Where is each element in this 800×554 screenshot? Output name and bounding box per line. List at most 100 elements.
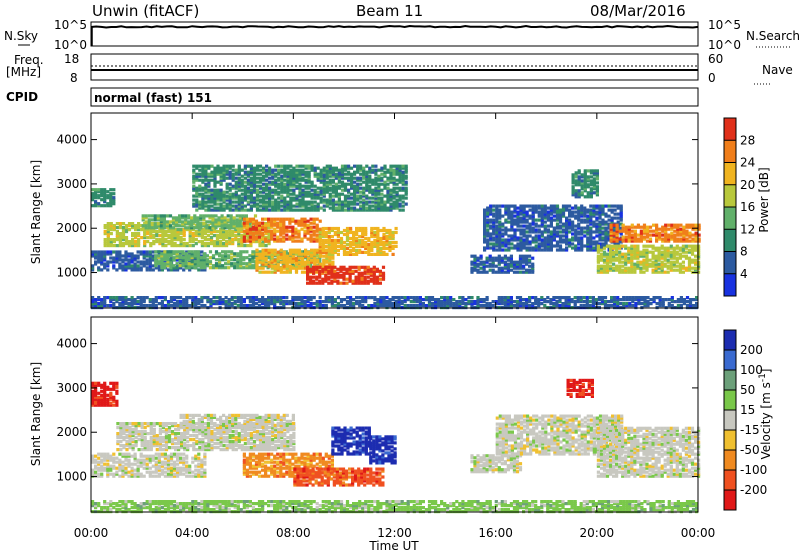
echo-cell xyxy=(301,192,305,196)
echo-cell xyxy=(201,164,205,168)
echo-cell xyxy=(265,208,269,212)
echo-cell xyxy=(358,238,362,243)
echo-cell xyxy=(398,178,402,182)
echo-cell xyxy=(141,218,145,222)
echo-cell xyxy=(245,266,249,270)
echo-cell xyxy=(273,252,277,256)
echo-cell xyxy=(363,265,367,269)
echo-cell xyxy=(364,242,368,247)
echo-cell xyxy=(372,277,376,281)
echo-cell xyxy=(394,244,398,248)
echo-cell xyxy=(254,219,259,223)
echo-cell xyxy=(525,260,529,264)
echo-cell xyxy=(309,235,313,239)
echo-cell xyxy=(322,190,326,194)
echo-cell xyxy=(353,170,357,174)
echo-cell xyxy=(232,226,236,230)
echo-cell xyxy=(568,242,572,246)
echo-cell xyxy=(127,302,131,306)
echo-cell xyxy=(518,256,523,260)
echo-cell xyxy=(534,298,538,302)
echo-cell xyxy=(307,180,311,184)
echo-cell xyxy=(483,212,487,216)
echo-cell xyxy=(106,196,110,200)
echo-cell xyxy=(685,296,690,300)
echo-cell xyxy=(277,172,281,176)
echo-cell xyxy=(383,202,387,206)
echo-cell xyxy=(319,192,323,196)
echo-cell xyxy=(543,208,547,212)
echo-cell xyxy=(219,230,223,234)
echo-cell xyxy=(251,225,256,229)
echo-cell xyxy=(318,302,322,306)
echo-cell xyxy=(169,300,174,304)
echo-cell xyxy=(312,217,316,221)
echo-cell xyxy=(322,192,326,196)
echo-cell xyxy=(555,206,560,210)
echo-cell xyxy=(324,234,328,239)
echo-cell xyxy=(652,298,656,302)
echo-cell xyxy=(163,266,167,270)
echo-cell xyxy=(228,170,232,174)
echo-cell xyxy=(134,232,138,236)
echo-cell xyxy=(319,170,323,174)
echo-cell xyxy=(211,224,215,228)
echo-cell xyxy=(109,250,113,254)
echo-cell xyxy=(336,281,340,285)
echo-cell xyxy=(127,266,131,270)
echo-cell xyxy=(268,176,272,180)
echo-cell xyxy=(270,223,274,227)
echo-cell xyxy=(304,164,308,168)
echo-cell xyxy=(616,304,620,308)
echo-cell xyxy=(455,302,459,306)
echo-cell xyxy=(160,252,164,256)
echo-cell xyxy=(574,234,578,238)
echo-cell xyxy=(112,260,116,264)
echo-cell xyxy=(337,184,341,188)
echo-cell xyxy=(188,232,192,236)
echo-cell xyxy=(567,300,571,304)
echo-cell xyxy=(367,246,371,250)
echo-cell xyxy=(339,275,343,279)
echo-cell xyxy=(519,208,523,212)
echo-cell xyxy=(330,265,334,269)
echo-cell xyxy=(268,194,272,198)
echo-cell xyxy=(91,194,95,198)
echo-cell xyxy=(333,298,337,302)
echo-cell xyxy=(199,226,203,230)
echo-cell xyxy=(401,208,405,212)
echo-cell xyxy=(392,172,396,176)
echo-cell xyxy=(489,238,493,242)
echo-cell xyxy=(489,206,493,210)
echo-cell xyxy=(306,275,310,279)
echo-cell xyxy=(220,224,224,228)
echo-cell xyxy=(310,204,314,208)
echo-cell xyxy=(309,269,313,273)
echo-cell xyxy=(100,188,104,192)
echo-cell xyxy=(309,239,313,243)
echo-cell xyxy=(255,168,260,172)
echo-cell xyxy=(273,264,277,268)
echo-cell xyxy=(187,264,191,268)
echo-cell xyxy=(577,236,581,240)
echo-cell xyxy=(218,266,222,270)
echo-cell xyxy=(134,226,138,230)
echo-cell xyxy=(486,232,490,236)
echo-cell xyxy=(262,206,266,210)
echo-cell xyxy=(136,268,140,272)
echo-cell xyxy=(301,200,305,204)
echo-cell xyxy=(343,200,348,204)
echo-cell xyxy=(355,238,359,243)
echo-cell xyxy=(506,296,510,300)
echo-cell xyxy=(518,296,523,300)
echo-cell xyxy=(498,242,502,246)
echo-cell xyxy=(194,300,198,304)
echo-cell xyxy=(173,234,177,238)
noise-tick-right-top: 10^5 xyxy=(708,18,741,32)
echo-cell xyxy=(264,232,268,236)
echo-cell xyxy=(476,258,480,262)
echo-cell xyxy=(368,180,372,184)
echo-cell xyxy=(181,258,185,262)
echo-cell xyxy=(239,266,243,270)
echo-cell xyxy=(258,270,262,274)
